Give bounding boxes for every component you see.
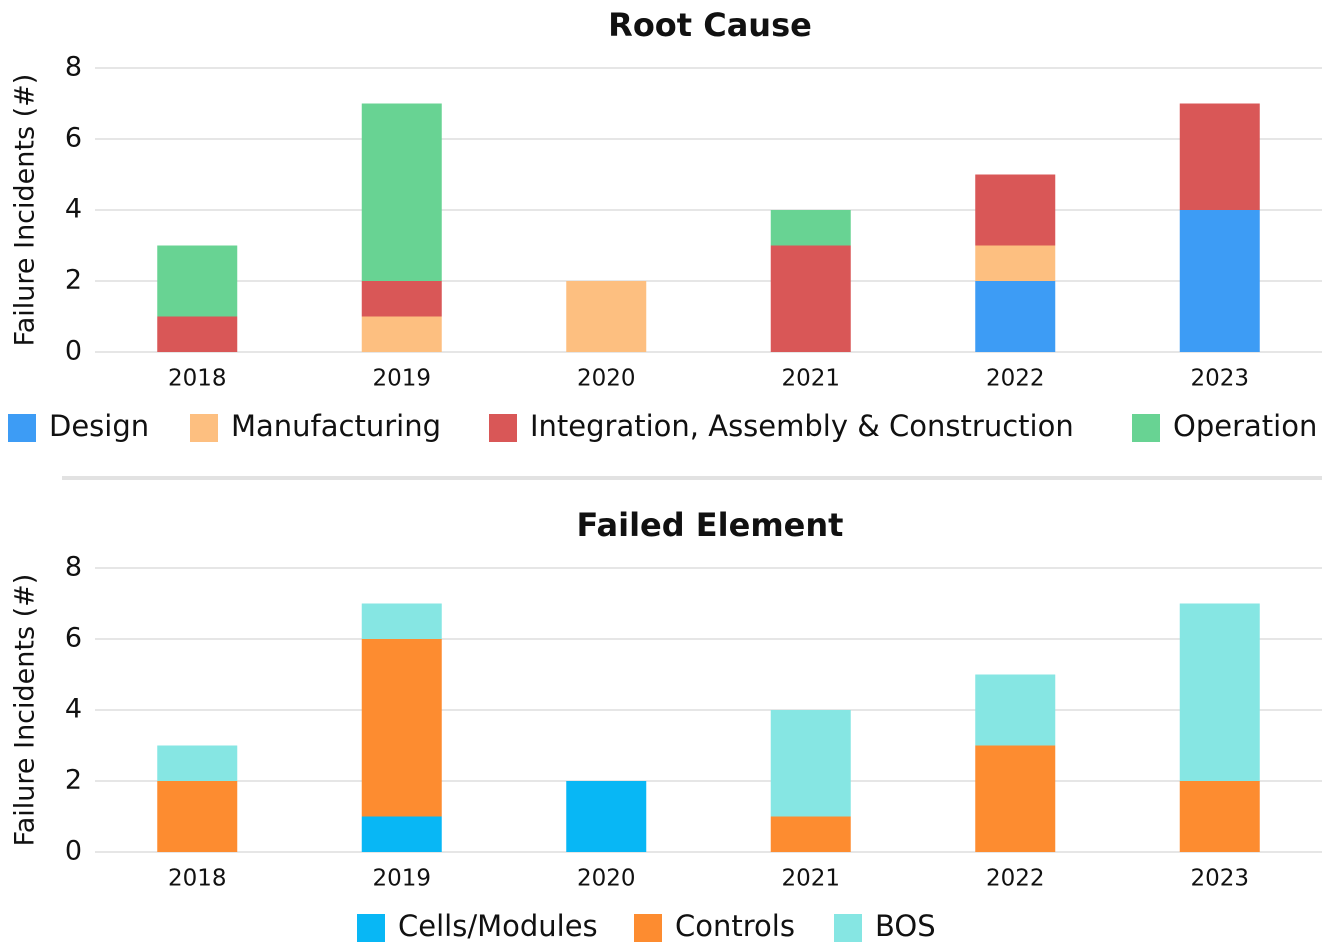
x-tick-label: 2023: [1190, 366, 1249, 392]
bar-segment: [975, 281, 1056, 352]
legend-swatch: [834, 914, 862, 942]
legend-swatch: [1132, 414, 1160, 442]
legend-swatch: [634, 914, 662, 942]
bar-segment: [157, 316, 238, 352]
bar-segment: [361, 316, 442, 352]
y-tick-label: 0: [65, 836, 82, 867]
legend-swatch: [190, 414, 218, 442]
bar-segment: [770, 710, 851, 817]
bar-segment: [1179, 781, 1260, 852]
legend-label: Operation: [1173, 409, 1317, 443]
bar-segment: [566, 281, 647, 352]
legend-swatch: [8, 414, 36, 442]
bar-segment: [1179, 103, 1260, 210]
bar-segment: [975, 245, 1056, 281]
legend-label: Integration, Assembly & Construction: [530, 409, 1074, 443]
bar-segment: [566, 781, 647, 852]
x-tick-label: 2020: [577, 366, 636, 392]
x-tick-label: 2021: [781, 366, 840, 392]
y-tick-label: 2: [65, 765, 82, 796]
y-tick-label: 6: [65, 123, 82, 154]
legend-label: Design: [49, 409, 149, 443]
chart-title: Failed Element: [577, 506, 844, 544]
legend-label: Controls: [675, 909, 795, 943]
bar-segment: [770, 816, 851, 852]
y-tick-label: 4: [65, 194, 82, 225]
bar-segment: [975, 674, 1056, 746]
bar-segment: [157, 781, 238, 852]
y-tick-label: 8: [65, 552, 82, 583]
y-axis-label: Failure Incidents (#): [10, 74, 41, 347]
bar-segment: [157, 745, 238, 781]
legend-label: Cells/Modules: [398, 909, 598, 943]
y-tick-label: 6: [65, 623, 82, 654]
x-tick-label: 2019: [372, 366, 431, 392]
bar-segment: [361, 603, 442, 639]
bar-segment: [157, 245, 238, 317]
x-tick-label: 2018: [168, 866, 227, 892]
x-tick-label: 2018: [168, 366, 227, 392]
legend-label: BOS: [875, 909, 936, 943]
bar-segment: [770, 210, 851, 246]
bar-segment: [361, 639, 442, 817]
x-tick-label: 2023: [1190, 866, 1249, 892]
legend-label: Manufacturing: [231, 409, 441, 443]
bar-segment: [1179, 210, 1260, 352]
y-tick-label: 0: [65, 336, 82, 367]
bar-segment: [1179, 603, 1260, 781]
bar-segment: [361, 103, 442, 281]
legend-swatch: [357, 914, 385, 942]
bar-segment: [975, 174, 1056, 246]
x-tick-label: 2022: [986, 366, 1045, 392]
x-tick-label: 2021: [781, 866, 840, 892]
bar-segment: [975, 745, 1056, 852]
y-axis-label: Failure Incidents (#): [10, 574, 41, 847]
legend-swatch: [489, 414, 517, 442]
chart-title: Root Cause: [608, 6, 812, 44]
bar-segment: [361, 281, 442, 317]
y-tick-label: 4: [65, 694, 82, 725]
x-tick-label: 2022: [986, 866, 1045, 892]
bar-segment: [770, 245, 851, 352]
x-tick-label: 2019: [372, 866, 431, 892]
y-tick-label: 8: [65, 52, 82, 83]
bar-segment: [361, 816, 442, 852]
y-tick-label: 2: [65, 265, 82, 296]
x-tick-label: 2020: [577, 866, 636, 892]
